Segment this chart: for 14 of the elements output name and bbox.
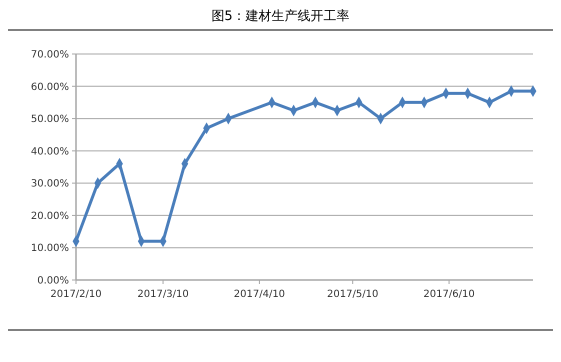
x-tick-label: 2017/6/10 — [423, 289, 475, 300]
y-tick-label: 70.00% — [30, 50, 69, 60]
x-tick-label: 2017/5/10 — [327, 289, 378, 300]
x-tick-label: 2017/4/10 — [234, 289, 286, 300]
x-tick-label: 2017/2/10 — [50, 289, 102, 300]
y-tick-label: 10.00% — [30, 243, 69, 254]
y-tick-label: 60.00% — [30, 82, 69, 93]
y-tick-label: 30.00% — [30, 178, 69, 190]
y-tick-label: 20.00% — [30, 210, 69, 222]
chart-title: 图5：建材生产线开工率 — [211, 8, 350, 24]
y-tick-label: 40.00% — [30, 146, 69, 158]
y-tick-label: 50.00% — [30, 114, 69, 126]
x-tick-label: 2017/3/10 — [137, 289, 189, 300]
y-tick-label: 0.00% — [37, 276, 69, 286]
